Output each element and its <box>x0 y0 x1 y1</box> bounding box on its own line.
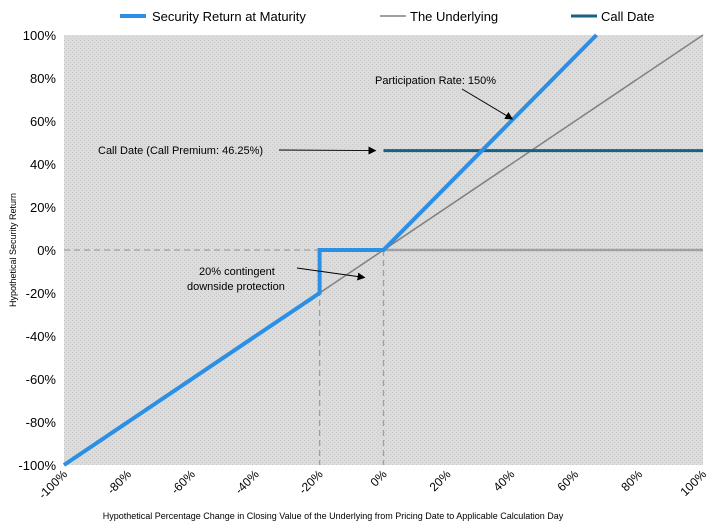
x-axis-ticks: -100% -80% -60% -40% -20% 0% 20% 40% 60% 80% 100% <box>36 467 710 502</box>
annotation-participation-rate: Participation Rate: 150% <box>375 75 496 87</box>
series-lines <box>62 33 704 467</box>
y-tick-label: -20% <box>26 286 57 301</box>
x-tick-label: 40% <box>491 467 518 494</box>
x-tick-label: -20% <box>296 467 326 497</box>
annotations: Participation Rate: 150% Call Date (Call… <box>98 75 514 293</box>
series-line-security-return <box>62 33 598 467</box>
y-tick-label: -60% <box>26 372 57 387</box>
x-tick-label: -60% <box>168 467 198 497</box>
y-tick-label: -100% <box>18 458 56 473</box>
x-tick-label: -40% <box>232 467 262 497</box>
x-tick-label: -80% <box>104 467 134 497</box>
legend-label-underlying: The Underlying <box>410 9 498 24</box>
y-axis-ticks: 100% 80% 60% 40% 20% 0% -20% -40% -60% -80% -100% <box>18 28 56 473</box>
y-tick-label: 100% <box>23 28 57 43</box>
x-tick-label: 20% <box>427 467 454 494</box>
annotation-arrow-participation-rate <box>461 88 514 120</box>
x-tick-label: 80% <box>618 467 645 494</box>
annotation-downside-line-1: 20% contingent <box>199 266 275 278</box>
legend-label-call-date: Call Date <box>601 9 654 24</box>
y-tick-label: -40% <box>26 329 57 344</box>
y-tick-label: 60% <box>30 114 56 129</box>
y-tick-label: 80% <box>30 71 56 86</box>
legend: Security Return at Maturity The Underlyi… <box>120 9 654 24</box>
x-axis-title: Hypothetical Percentage Change in Closin… <box>103 511 564 521</box>
x-tick-label: 100% <box>678 467 710 499</box>
x-tick-label: 60% <box>554 467 581 494</box>
y-tick-label: 20% <box>30 200 56 215</box>
y-tick-label: -80% <box>26 415 57 430</box>
y-axis-title: Hypothetical Security Return <box>8 193 18 307</box>
annotation-arrow-downside <box>296 267 366 281</box>
y-tick-label: 0% <box>37 243 56 258</box>
annotation-downside-line-2: downside protection <box>187 281 285 293</box>
x-tick-label: 0% <box>367 467 389 489</box>
y-tick-label: 40% <box>30 157 56 172</box>
legend-label-security-return: Security Return at Maturity <box>152 9 306 24</box>
annotation-call-premium: Call Date (Call Premium: 46.25%) <box>98 145 263 157</box>
annotation-arrow-call-premium <box>278 146 377 155</box>
